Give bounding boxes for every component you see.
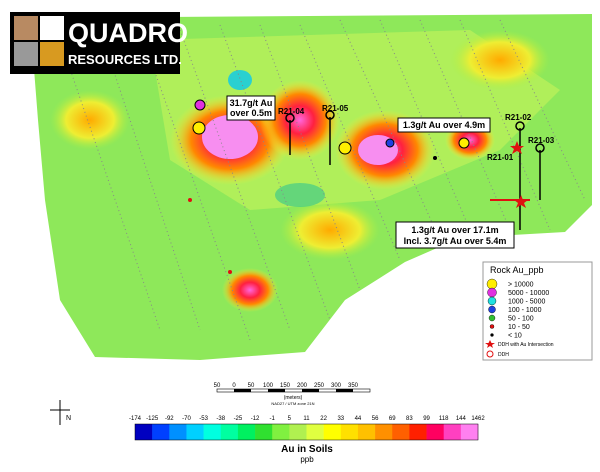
colorbar-tick-label: 144: [456, 416, 467, 422]
scale-label: 250: [314, 383, 325, 389]
au-intersections: [490, 141, 530, 208]
colorbar-swatch: [443, 424, 462, 440]
colorbar-swatch: [237, 424, 256, 440]
callout-text: Incl. 3.7g/t Au over 5.4m: [404, 236, 507, 246]
colorbar-tick-label: 56: [372, 416, 379, 422]
colorbar-unit: ppb: [300, 455, 314, 464]
colorbar-swatch: [409, 424, 427, 440]
colorbar-swatch: [255, 424, 273, 440]
colorbar-swatch: [392, 424, 410, 440]
colorbar-tick-label: -70: [182, 416, 191, 422]
colorbar-tick-label: -125: [146, 416, 159, 422]
scale-label: 0: [232, 383, 236, 389]
colorbar-tick-label: -12: [251, 416, 260, 422]
legend-label: 5000 - 10000: [508, 290, 549, 297]
colorbar-swatch: [203, 424, 222, 440]
hole-label: R21-01: [487, 153, 514, 162]
legend-label: 10 - 50: [508, 324, 530, 331]
colorbar-tick-label: 44: [355, 416, 362, 422]
colorbar-swatch: [357, 424, 376, 440]
scale-label: 50: [248, 383, 255, 389]
logo-name: QUADRO: [68, 18, 188, 48]
legend-symbol: [488, 305, 496, 314]
legend-symbol: [490, 333, 494, 337]
legend-symbol: [489, 324, 495, 329]
legend-label: 50 - 100: [508, 316, 534, 323]
colorbar-tick-label: -38: [216, 416, 225, 422]
legend-symbol: [486, 278, 498, 290]
colorbar-swatch: [169, 424, 187, 440]
colorbar-tick-label: -92: [165, 416, 174, 422]
legend-label: 100 - 1000: [508, 307, 542, 314]
callout-text: 1.3g/t Au over 17.1m: [411, 225, 498, 235]
scale-bar: 50 0 50 100 150 200 250 300 350 (meters) NAD27 /…: [214, 383, 371, 406]
scale-label: 100: [263, 383, 274, 389]
colorbar-swatch: [272, 424, 290, 440]
colorbar-swatch: [340, 424, 359, 440]
colorbar-tick-label: 83: [406, 416, 413, 422]
logo-sub: RESOURCES LTD.: [68, 52, 182, 67]
colorbar-tick-label: 118: [439, 416, 449, 422]
legend-label: 1000 - 5000: [508, 299, 545, 306]
colorbar: Au in Soils ppb -174 -125 -92 -70 -53 -38 -25-…: [129, 416, 485, 464]
colorbar-tick-label: 69: [389, 416, 396, 422]
colorbar-tick-label: 11: [303, 416, 310, 422]
scale-datum: NAD27 / UTM zone 21N: [271, 401, 314, 406]
colorbar-tick-label: 5: [288, 416, 292, 422]
callout-text: 31.7g/t Au: [230, 98, 273, 108]
scale-label: 50: [214, 383, 221, 389]
colorbar-swatch: [460, 424, 479, 440]
colorbar-tick-label: 1462: [471, 416, 485, 422]
hole-label: R21-02: [505, 113, 532, 122]
soil-grid: [30, 14, 592, 360]
hole-label: R21-03: [528, 136, 555, 145]
colorbar-title: Au in Soils: [281, 444, 333, 455]
legend-symbol: [487, 287, 497, 298]
colorbar-swatch: [375, 424, 393, 440]
legend-label: < 10: [508, 333, 522, 340]
colorbar-frame: [134, 423, 479, 441]
colorbar-tick-label: 99: [423, 416, 430, 422]
hole-label: R21-05: [322, 104, 349, 113]
scale-label: 150: [280, 383, 291, 389]
legend-label: DDH with Au Intersection: [498, 342, 554, 348]
scale-label: 350: [348, 383, 359, 389]
drill-holes: [285, 110, 545, 230]
callout-text: over 0.5m: [230, 108, 272, 118]
callout-text: 1.3g/t Au over 4.9m: [403, 120, 485, 130]
logo: QUADRO RESOURCES LTD.: [10, 12, 188, 74]
colorbar-swatch: [152, 424, 170, 440]
colorbar-swatch: [186, 424, 204, 440]
colorbar-swatch: [289, 424, 307, 440]
colorbar-swatch: [220, 424, 239, 440]
callouts: 31.7g/t Au over 0.5m 1.3g/t Au over 4.9m…: [226, 95, 515, 249]
scale-unit: (meters): [284, 395, 303, 401]
colorbar-tick-label: 22: [320, 416, 327, 422]
colorbar-tick-label: -25: [234, 416, 243, 422]
north-label: N: [66, 415, 71, 422]
legend-symbol: [488, 314, 496, 322]
legend-title: Rock Au_ppb: [490, 265, 544, 275]
scale-label: 200: [297, 383, 308, 389]
samples: [188, 99, 470, 274]
legend-label: > 10000: [508, 282, 534, 289]
colorbar-swatch: [323, 424, 342, 440]
colorbar-tick-label: -174: [129, 416, 142, 422]
colorbar-tick-label: -1: [270, 416, 276, 422]
north-arrow: N: [50, 400, 71, 425]
legend-label: DDH: [498, 352, 509, 358]
colorbar-swatch: [306, 424, 324, 440]
colorbar-swatch: [135, 424, 153, 440]
colorbar-tick-label: -53: [199, 416, 208, 422]
scale-label: 300: [331, 383, 342, 389]
hole-label: R21-04: [278, 107, 305, 116]
legend-symbol: [487, 296, 497, 306]
colorbar-tick-label: 33: [337, 416, 344, 422]
hole-labels: R21-04 R21-05 R21-02 R21-01 R21-03: [278, 104, 555, 162]
colorbar-swatch: [426, 424, 444, 440]
sample-lines: [59, 19, 586, 341]
